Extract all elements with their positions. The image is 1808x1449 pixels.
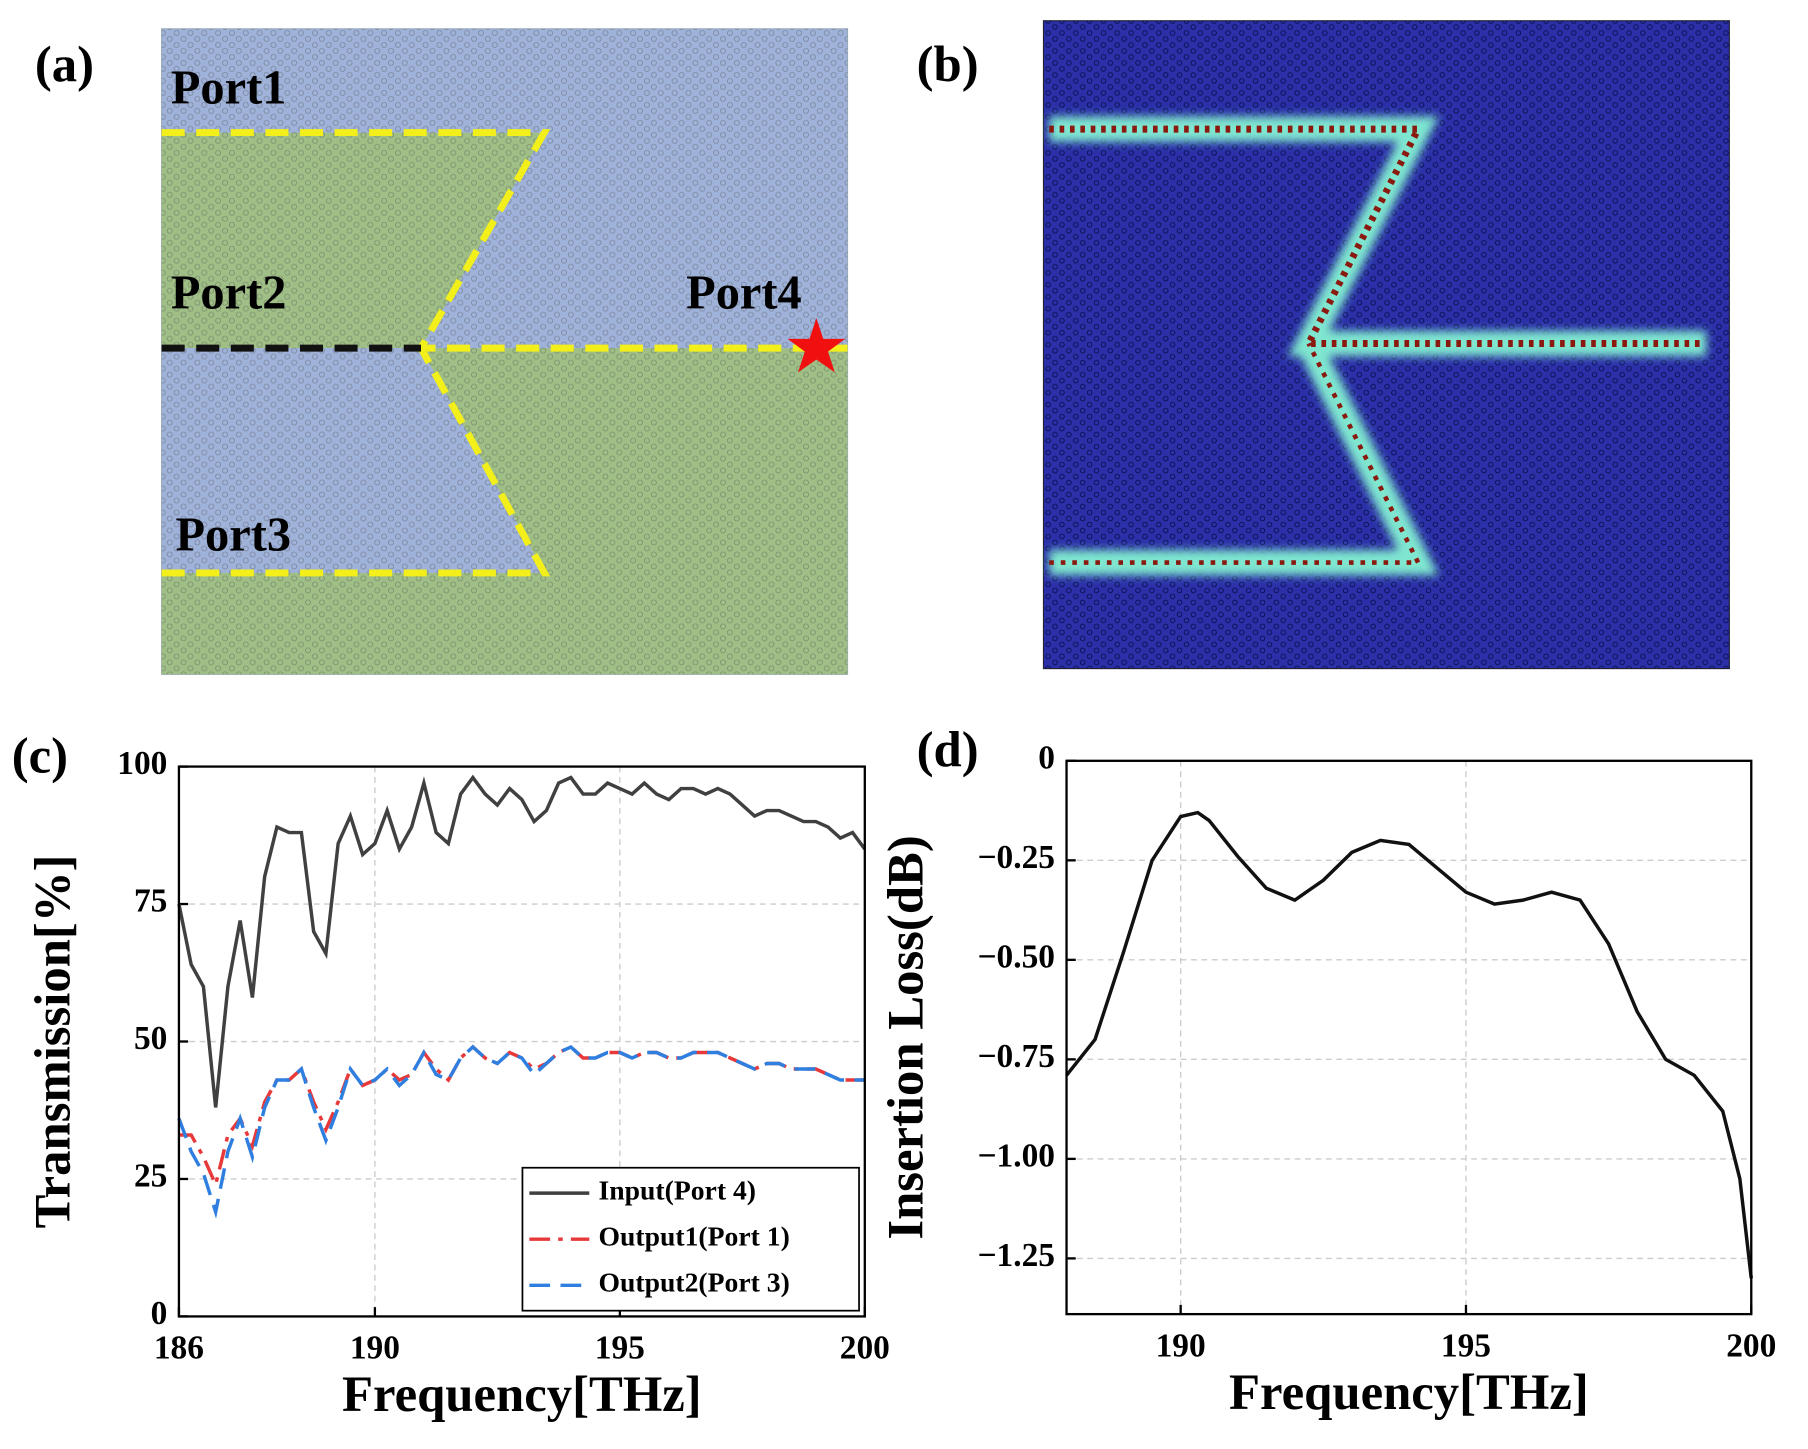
legend-label: Input(Port 4) xyxy=(599,1174,756,1205)
panel-label: (d) xyxy=(917,722,979,778)
y-tick-label: −1.25 xyxy=(978,1237,1055,1274)
x-axis-title: Frequency[THz] xyxy=(1229,1364,1589,1420)
x-tick-label: 186 xyxy=(154,1330,204,1367)
x-tick-label: 190 xyxy=(1156,1327,1206,1364)
source-star xyxy=(787,318,846,373)
port-label: Port1 xyxy=(171,61,287,114)
y-tick-label: 75 xyxy=(134,883,167,920)
plot-frame xyxy=(1065,759,1753,1316)
field-core xyxy=(1049,125,1701,347)
panel-label: (a) xyxy=(35,36,94,92)
legend-label: Output2(Port 3) xyxy=(599,1267,790,1298)
data-line xyxy=(178,1044,865,1190)
y-tick-label: 50 xyxy=(134,1020,167,1057)
data-line xyxy=(1065,810,1753,1279)
waveguide-boundary xyxy=(161,129,848,352)
y-tick-label: −0.25 xyxy=(978,839,1055,876)
waveguide-boundary xyxy=(161,346,551,577)
y-axis-title: Transmission[%] xyxy=(25,855,81,1229)
y-tick-label: −0.50 xyxy=(978,939,1055,976)
y-tick-label: −1.00 xyxy=(978,1138,1055,1175)
panel-label: (c) xyxy=(12,727,68,783)
x-tick-label: 195 xyxy=(1441,1327,1491,1364)
charts: (c) 186 190 195 200 0 25 50 75 100 Frequency[THz] T… xyxy=(12,722,1777,1422)
x-tick-label: 200 xyxy=(840,1330,890,1367)
panel-b: (b) xyxy=(917,20,1730,670)
y-tick-label: 0 xyxy=(151,1295,168,1332)
data-line xyxy=(177,1044,865,1219)
y-tick-label: 25 xyxy=(134,1158,167,1195)
y-tick-label: 100 xyxy=(117,745,167,782)
x-tick-label: 190 xyxy=(350,1330,400,1367)
y-tick-label: −0.75 xyxy=(978,1038,1055,1075)
port-label: Port4 xyxy=(686,267,802,320)
y-tick-label: 0 xyxy=(1038,739,1055,776)
plot-frame xyxy=(177,765,866,1318)
y-axis-title: Insertion Loss(dB) xyxy=(878,835,934,1239)
x-tick-label: 195 xyxy=(595,1330,645,1367)
data-line xyxy=(177,774,867,1108)
legend-label: Output1(Port 1) xyxy=(599,1221,790,1252)
x-axis-title: Frequency[THz] xyxy=(342,1366,702,1422)
port-label: Port2 xyxy=(171,267,287,320)
panel-label: (b) xyxy=(917,36,979,92)
port-label: Port3 xyxy=(175,509,291,562)
panel-a: (a) Port1 Port2 Port3 Port4 xyxy=(35,28,849,675)
field-core xyxy=(1049,342,1422,565)
x-tick-label: 200 xyxy=(1726,1327,1776,1364)
